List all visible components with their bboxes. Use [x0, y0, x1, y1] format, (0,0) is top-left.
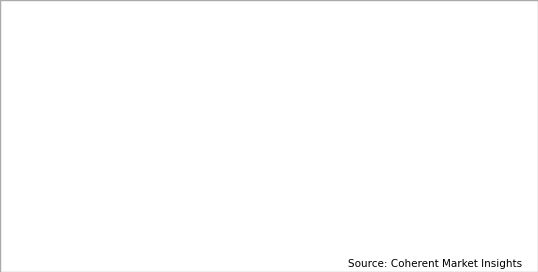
Bar	[430, 85, 472, 212]
Text: 29.0%: 29.0%	[314, 44, 353, 57]
Bar	[77, 80, 118, 212]
Bar	[195, 117, 236, 212]
Text: Source: Coherent Market Insights: Source: Coherent Market Insights	[348, 259, 522, 269]
Bar	[313, 59, 354, 212]
